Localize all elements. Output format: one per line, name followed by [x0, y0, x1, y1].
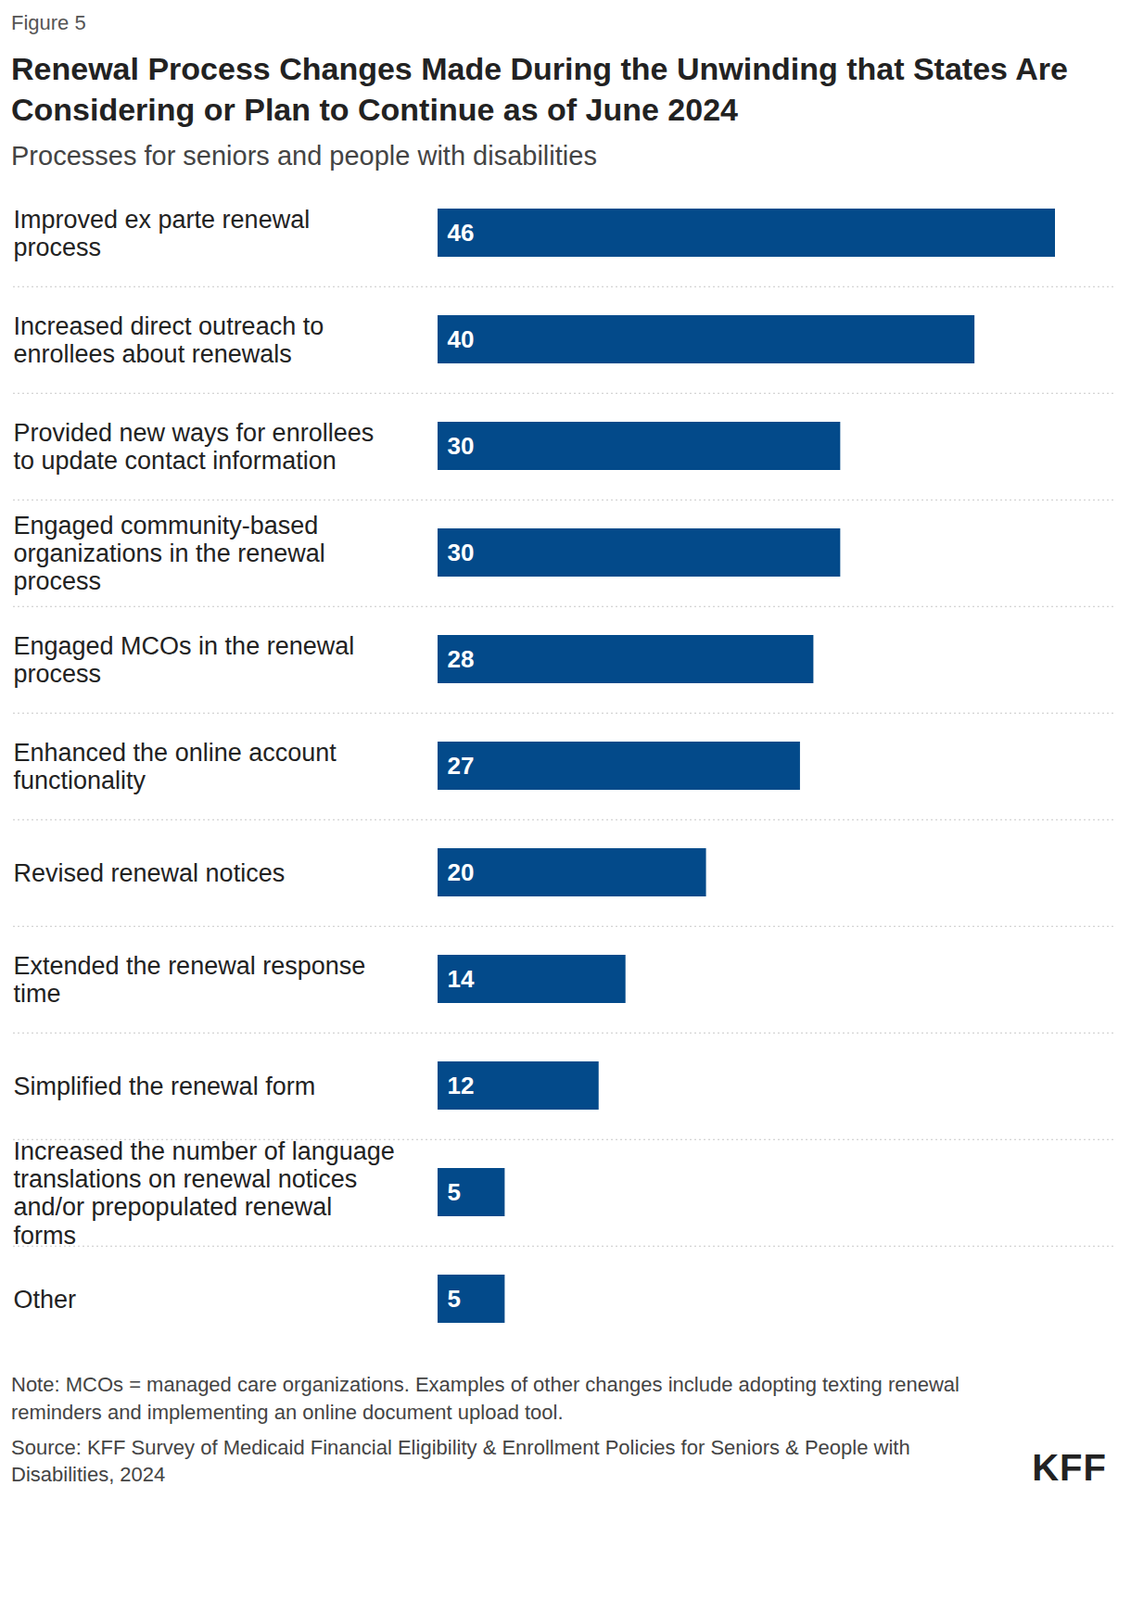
svg-text:27: 27 [447, 751, 475, 780]
html-text:Source: KFF Survey of Medicaid: Source: KFF Survey of Medicaid Financial… [11, 1435, 910, 1487]
svg-text:Engaged community-basedorganiz: Engaged community-basedorganizations in … [13, 511, 326, 596]
html-text:Note: MCOs = managed care orga: Note: MCOs = managed care organizations.… [11, 1373, 960, 1425]
svg-text:Improved ex parte renewalproce: Improved ex parte renewalprocess [13, 205, 311, 262]
html-text:KFF: KFF [1031, 1447, 1107, 1489]
svg-text:28: 28 [447, 645, 475, 674]
html-text:Renewal Process Changes Made D: Renewal Process Changes Made During the … [11, 50, 1068, 128]
svg-text:5: 5 [447, 1284, 461, 1313]
svg-text:Provided new ways for enrollee: Provided new ways for enrolleesto update… [13, 419, 375, 475]
svg-text:Simplified the renewal form: Simplified the renewal form [13, 1073, 317, 1102]
svg-text:30: 30 [447, 538, 475, 567]
svg-text:5: 5 [447, 1178, 461, 1207]
svg-text:Enhanced the online accountfun: Enhanced the online accountfunctionality [13, 738, 338, 795]
html-text:Processes for seniors and peop: Processes for seniors and people with di… [11, 141, 597, 171]
svg-text:40: 40 [447, 325, 475, 354]
svg-text:12: 12 [447, 1071, 475, 1100]
svg-text:46: 46 [447, 218, 475, 247]
svg-text:14: 14 [447, 965, 475, 993]
svg-text:Increased direct outreach toen: Increased direct outreach toenrollees ab… [13, 312, 325, 369]
svg-text:Extended the renewal responset: Extended the renewal responsetime [13, 952, 367, 1008]
svg-text:20: 20 [447, 858, 475, 887]
svg-text:Revised renewal notices: Revised renewal notices [13, 860, 286, 889]
svg-text:Other: Other [13, 1286, 77, 1315]
svg-text:Engaged MCOs in the renewalpro: Engaged MCOs in the renewalprocess [13, 632, 356, 688]
svg-text:30: 30 [447, 432, 475, 460]
svg-text:Increased the number of langua: Increased the number of languagetranslat… [13, 1137, 395, 1250]
html-text:Figure 5: Figure 5 [11, 11, 86, 35]
